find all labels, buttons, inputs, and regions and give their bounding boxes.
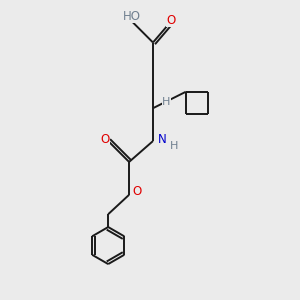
- Text: HO: HO: [123, 10, 141, 23]
- Text: N: N: [158, 133, 166, 146]
- Text: O: O: [166, 14, 176, 27]
- Text: O: O: [100, 133, 109, 146]
- Text: O: O: [133, 185, 142, 198]
- Text: H: H: [170, 140, 178, 151]
- Text: H: H: [162, 97, 171, 106]
